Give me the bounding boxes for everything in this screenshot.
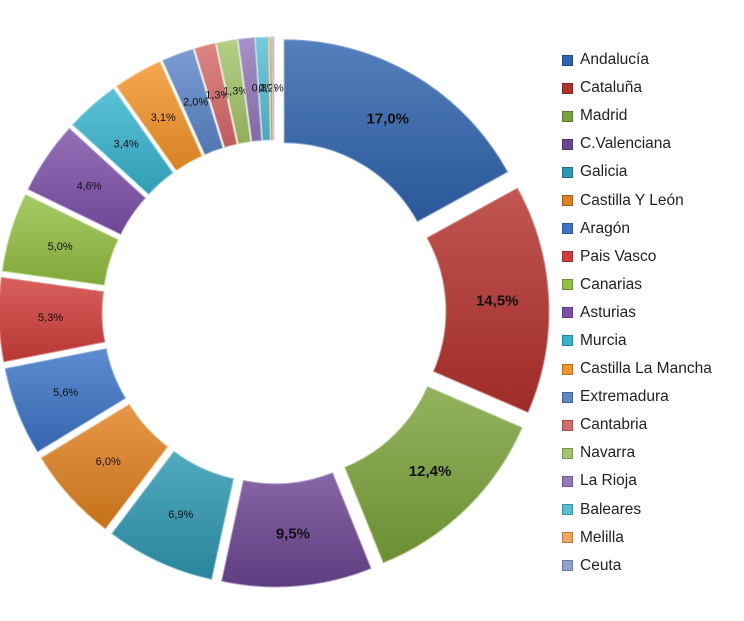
legend-item: Castilla La Mancha (562, 355, 712, 383)
slice-baleares (254, 36, 271, 141)
slice-asturias (27, 127, 147, 235)
slice-value-label: 5,0% (48, 241, 73, 253)
legend-item: Asturias (562, 299, 712, 327)
slice-value-label: 6,0% (96, 456, 121, 468)
legend-label: Cantabria (580, 416, 648, 434)
legend-label: Extremadura (580, 388, 669, 406)
slice-pais-vasco (0, 276, 106, 363)
legend-swatch (562, 307, 573, 319)
legend-swatch (562, 82, 573, 94)
legend-swatch (562, 251, 573, 263)
legend-label: Andalucía (580, 51, 649, 69)
legend-item: Castilla Y León (562, 186, 712, 214)
legend-label: C.Valenciana (580, 135, 672, 153)
slice-la-rioja (237, 37, 263, 142)
legend-swatch (562, 138, 573, 150)
legend-item: Navarra (562, 439, 712, 467)
legend-swatch (562, 54, 573, 66)
slice-murcia (72, 88, 174, 196)
legend-item: Canarias (562, 271, 712, 299)
legend-swatch (562, 363, 573, 375)
slice-cantabria (194, 42, 238, 148)
legend-item: Melilla (562, 524, 712, 552)
slice-madrid (344, 386, 523, 564)
legend-label: La Rioja (580, 472, 637, 490)
legend-item: La Rioja (562, 467, 712, 495)
slice-castilla-y-le-n (40, 403, 169, 530)
slice-value-label: 9,5% (276, 526, 310, 543)
legend-label: Canarias (580, 275, 643, 293)
legend-label: Aragón (580, 219, 630, 237)
legend-swatch (562, 195, 573, 207)
legend-swatch (562, 504, 573, 516)
slice-ceuta (271, 36, 275, 141)
slice-value-label: 5,6% (53, 387, 78, 399)
slice-c-valenciana (221, 472, 372, 588)
legend-label: Pais Vasco (580, 247, 657, 265)
slice-extremadura (162, 48, 224, 156)
legend-label: Melilla (580, 528, 624, 546)
legend-swatch (562, 447, 573, 459)
legend-item: Ceuta (562, 552, 712, 580)
slice-arag-n (4, 348, 127, 453)
legend-label: Asturias (580, 303, 636, 321)
legend-item: Extremadura (562, 383, 712, 411)
slice-value-label: 0,2% (259, 82, 284, 94)
slice-catalu-a (426, 187, 550, 413)
legend-label: Galicia (580, 163, 628, 181)
slice-andaluc-a (283, 39, 509, 223)
slice-canarias (1, 194, 119, 286)
slice-castilla-la-mancha (116, 61, 203, 172)
slice-value-label: 17,0% (366, 111, 409, 128)
legend-item: C.Valenciana (562, 130, 712, 158)
legend-swatch (562, 166, 573, 178)
slice-value-label: 14,5% (476, 292, 519, 309)
legend-label: Madrid (580, 107, 628, 125)
legend-label: Ceuta (580, 556, 622, 574)
legend-label: Castilla Y León (580, 191, 684, 209)
legend-item: Aragón (562, 215, 712, 243)
slice-value-label: 6,9% (168, 509, 193, 521)
legend-swatch (562, 335, 573, 347)
chart-legend: Andalucía Cataluña Madrid C.Valenciana Galic… (562, 46, 712, 580)
slice-value-label: 5,3% (38, 312, 63, 324)
slice-value-label: 2,0% (183, 97, 208, 109)
legend-item: Baleares (562, 496, 712, 524)
legend-swatch (562, 391, 573, 403)
slice-navarra (215, 38, 252, 145)
legend-item: Madrid (562, 102, 712, 130)
legend-swatch (562, 279, 573, 291)
slice-value-label: 1,3% (205, 90, 230, 102)
legend-label: Murcia (580, 331, 627, 349)
legend-swatch (562, 560, 573, 572)
legend-item: Pais Vasco (562, 243, 712, 271)
legend-label: Cataluña (580, 79, 643, 97)
legend-swatch (562, 110, 573, 122)
legend-swatch (562, 532, 573, 544)
legend-item: Galicia (562, 158, 712, 186)
legend-label: Baleares (580, 500, 642, 518)
slice-value-label: 3,4% (114, 138, 139, 150)
legend-swatch (562, 475, 573, 487)
legend-item: Cantabria (562, 411, 712, 439)
legend-item: Andalucía (562, 46, 712, 74)
legend-swatch (562, 223, 573, 235)
legend-label: Navarra (580, 444, 636, 462)
slice-galicia (111, 450, 235, 580)
slice-value-label: 3,1% (151, 112, 176, 124)
slice-value-label: 1,3% (223, 86, 248, 98)
slice-value-label: 12,4% (409, 463, 452, 480)
legend-swatch (562, 419, 573, 431)
legend-label: Castilla La Mancha (580, 360, 712, 378)
legend-item: Murcia (562, 327, 712, 355)
slice-value-label: 4,6% (77, 180, 102, 192)
legend-item: Cataluña (562, 74, 712, 102)
